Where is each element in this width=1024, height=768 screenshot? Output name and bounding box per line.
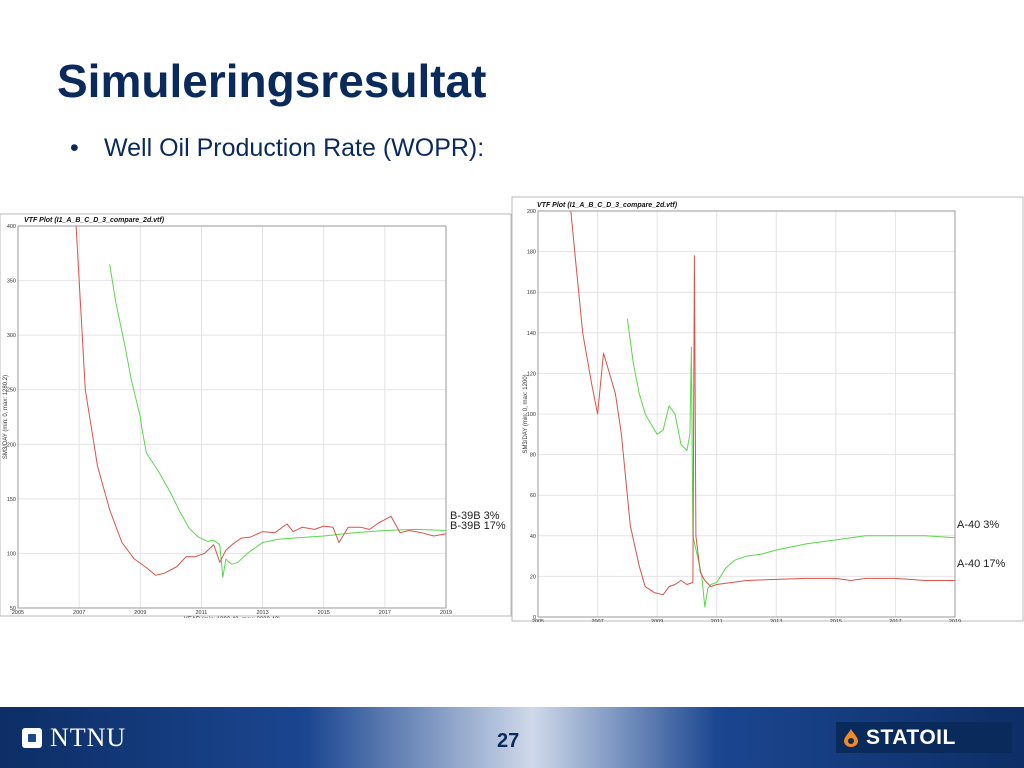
y-tick-label: 180 bbox=[527, 250, 536, 256]
x-tick-label: 2009 bbox=[134, 610, 146, 616]
bullet-item: • Well Oil Production Rate (WOPR): bbox=[70, 134, 484, 163]
plot-area-border bbox=[17, 225, 447, 609]
y-tick-label: 160 bbox=[527, 290, 536, 296]
legend-entry: B-39B 17% bbox=[450, 520, 506, 532]
x-tick-label: 2015 bbox=[830, 619, 842, 622]
y-tick-label: 40 bbox=[530, 534, 536, 540]
y-tick-label: 60 bbox=[530, 493, 536, 499]
y-tick-label: 140 bbox=[527, 331, 536, 337]
series-line-b-39b-3- bbox=[109, 264, 446, 578]
y-tick-label: 100 bbox=[527, 412, 536, 418]
y-tick-label: 300 bbox=[7, 333, 16, 339]
ntnu-logo-icon bbox=[22, 728, 42, 748]
x-tick-label: 2005 bbox=[532, 619, 544, 622]
y-tick-label: 50 bbox=[10, 606, 16, 612]
x-tick-label: 2019 bbox=[440, 610, 452, 616]
x-tick-label: 2005 bbox=[12, 610, 24, 616]
y-tick-label: 80 bbox=[530, 453, 536, 459]
ntnu-logo-text: NTNU bbox=[50, 723, 127, 752]
x-axis-label: YEAR (min: 1993.42, max: 2020.42) bbox=[184, 617, 280, 618]
chart-frame bbox=[0, 213, 512, 617]
bullet-text: Well Oil Production Rate (WOPR): bbox=[104, 134, 485, 162]
chart-right-a40: 2005 2007 2009 2011 2013 2015 2017 2019 0 20 40 60 8… bbox=[511, 196, 1024, 622]
y-tick-label: 250 bbox=[7, 388, 16, 394]
x-tick-label: 2007 bbox=[591, 619, 603, 622]
x-tick-label: 2013 bbox=[770, 619, 782, 622]
x-tick-label: 2017 bbox=[889, 619, 901, 622]
page-number: 27 bbox=[497, 730, 520, 752]
x-tick-label: 2007 bbox=[73, 610, 85, 616]
ntnu-logo: NTNU bbox=[22, 723, 127, 752]
y-tick-label: 150 bbox=[7, 497, 16, 503]
chart-title: VTF Plot (I1_A_B_C_D_3_compare_2d.vtf) bbox=[537, 202, 678, 209]
chart-left-b39b: 2005 2007 2009 2011 2013 2015 2017 2019 50 100 150… bbox=[0, 213, 512, 618]
y-tick-label: 200 bbox=[527, 209, 536, 215]
y-tick-label: 120 bbox=[527, 371, 536, 377]
statoil-logo: STATOIL bbox=[836, 722, 1012, 753]
x-tick-label: 2019 bbox=[949, 619, 961, 622]
y-tick-label: 400 bbox=[7, 224, 16, 230]
x-tick-label: 2017 bbox=[379, 610, 391, 616]
x-tick-label: 2015 bbox=[318, 610, 330, 616]
x-tick-label: 2011 bbox=[711, 619, 723, 622]
legend-entry: B-39B 3% bbox=[450, 510, 500, 522]
x-tick-label: 2013 bbox=[256, 610, 268, 616]
y-axis-label: SM3/DAY (min: 0, max: 1200) bbox=[523, 374, 529, 453]
y-tick-label: 0 bbox=[533, 615, 536, 621]
series-line-a-40-3- bbox=[626, 318, 955, 608]
statoil-logo-text: STATOIL bbox=[866, 725, 956, 749]
y-tick-label: 20 bbox=[530, 574, 536, 580]
series-line-a-40-17- bbox=[570, 211, 955, 596]
slide-title: Simuleringsresultat bbox=[57, 55, 487, 107]
legend-entry: A-40 17% bbox=[957, 558, 1006, 570]
chart-title: VTF Plot (I1_A_B_C_D_3_compare_2d.vtf) bbox=[24, 217, 165, 224]
statoil-drop-icon bbox=[844, 728, 858, 747]
legend-entry: A-40 3% bbox=[957, 519, 999, 531]
y-tick-label: 100 bbox=[7, 551, 16, 557]
y-tick-label: 350 bbox=[7, 279, 16, 285]
y-tick-label: 200 bbox=[7, 442, 16, 448]
footer-bar: NTNU 27 STATOIL bbox=[0, 707, 1024, 768]
x-tick-label: 2009 bbox=[651, 619, 663, 622]
series-line-b-39b-17- bbox=[75, 226, 446, 576]
chart-frame bbox=[511, 196, 1024, 622]
y-axis-label: SM3/DAY (min: 0, max: 1280.2) bbox=[3, 375, 9, 459]
bullet-marker: • bbox=[70, 134, 79, 162]
x-tick-label: 2011 bbox=[196, 610, 208, 616]
plot-area-border bbox=[537, 210, 956, 618]
